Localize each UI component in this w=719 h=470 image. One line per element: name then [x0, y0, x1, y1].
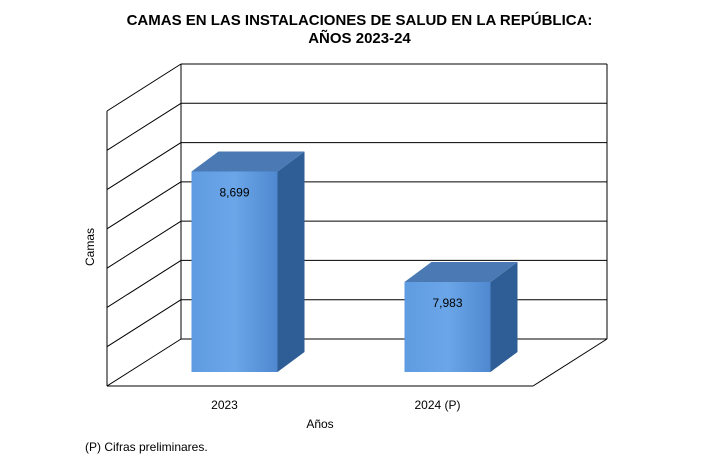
bar-side [277, 151, 305, 372]
bar-front [404, 281, 491, 372]
chart-grid [106, 63, 608, 387]
x-tick-label: 2024 (P) [414, 398, 460, 412]
side-gridline [106, 338, 182, 387]
side-gridline [106, 299, 182, 348]
chart-labels: 8,699 2023 7,983 2024 (P) [211, 185, 463, 412]
bar [191, 151, 305, 372]
side-gridline [106, 102, 182, 151]
chart-title: CAMAS EN LAS INSTALACIONES DE SALUD EN L… [0, 12, 719, 48]
side-gridline [106, 260, 182, 308]
bar-front [191, 171, 278, 372]
x-tick-label: 2023 [211, 398, 238, 412]
bar-value-label: 7,983 [433, 296, 463, 310]
side-gridline [106, 142, 182, 190]
side-gridline [106, 220, 182, 269]
side-gridline [106, 181, 182, 230]
y-axis-label: Camas [83, 228, 97, 266]
footnote: (P) Cifras preliminares. [85, 440, 208, 454]
chart-title-line-2: AÑOS 2023-24 [308, 30, 411, 47]
bar [404, 261, 518, 372]
bar-top [404, 261, 518, 282]
chart-title-line-1: CAMAS EN LAS INSTALACIONES DE SALUD EN L… [126, 12, 593, 29]
chart-bars [191, 151, 518, 372]
floor-right-edge [532, 338, 608, 387]
bar-value-label: 8,699 [220, 185, 250, 199]
side-gridline [106, 63, 182, 112]
bar-side [490, 261, 518, 372]
bar-top [191, 151, 305, 172]
x-axis-label: Años [306, 417, 333, 431]
